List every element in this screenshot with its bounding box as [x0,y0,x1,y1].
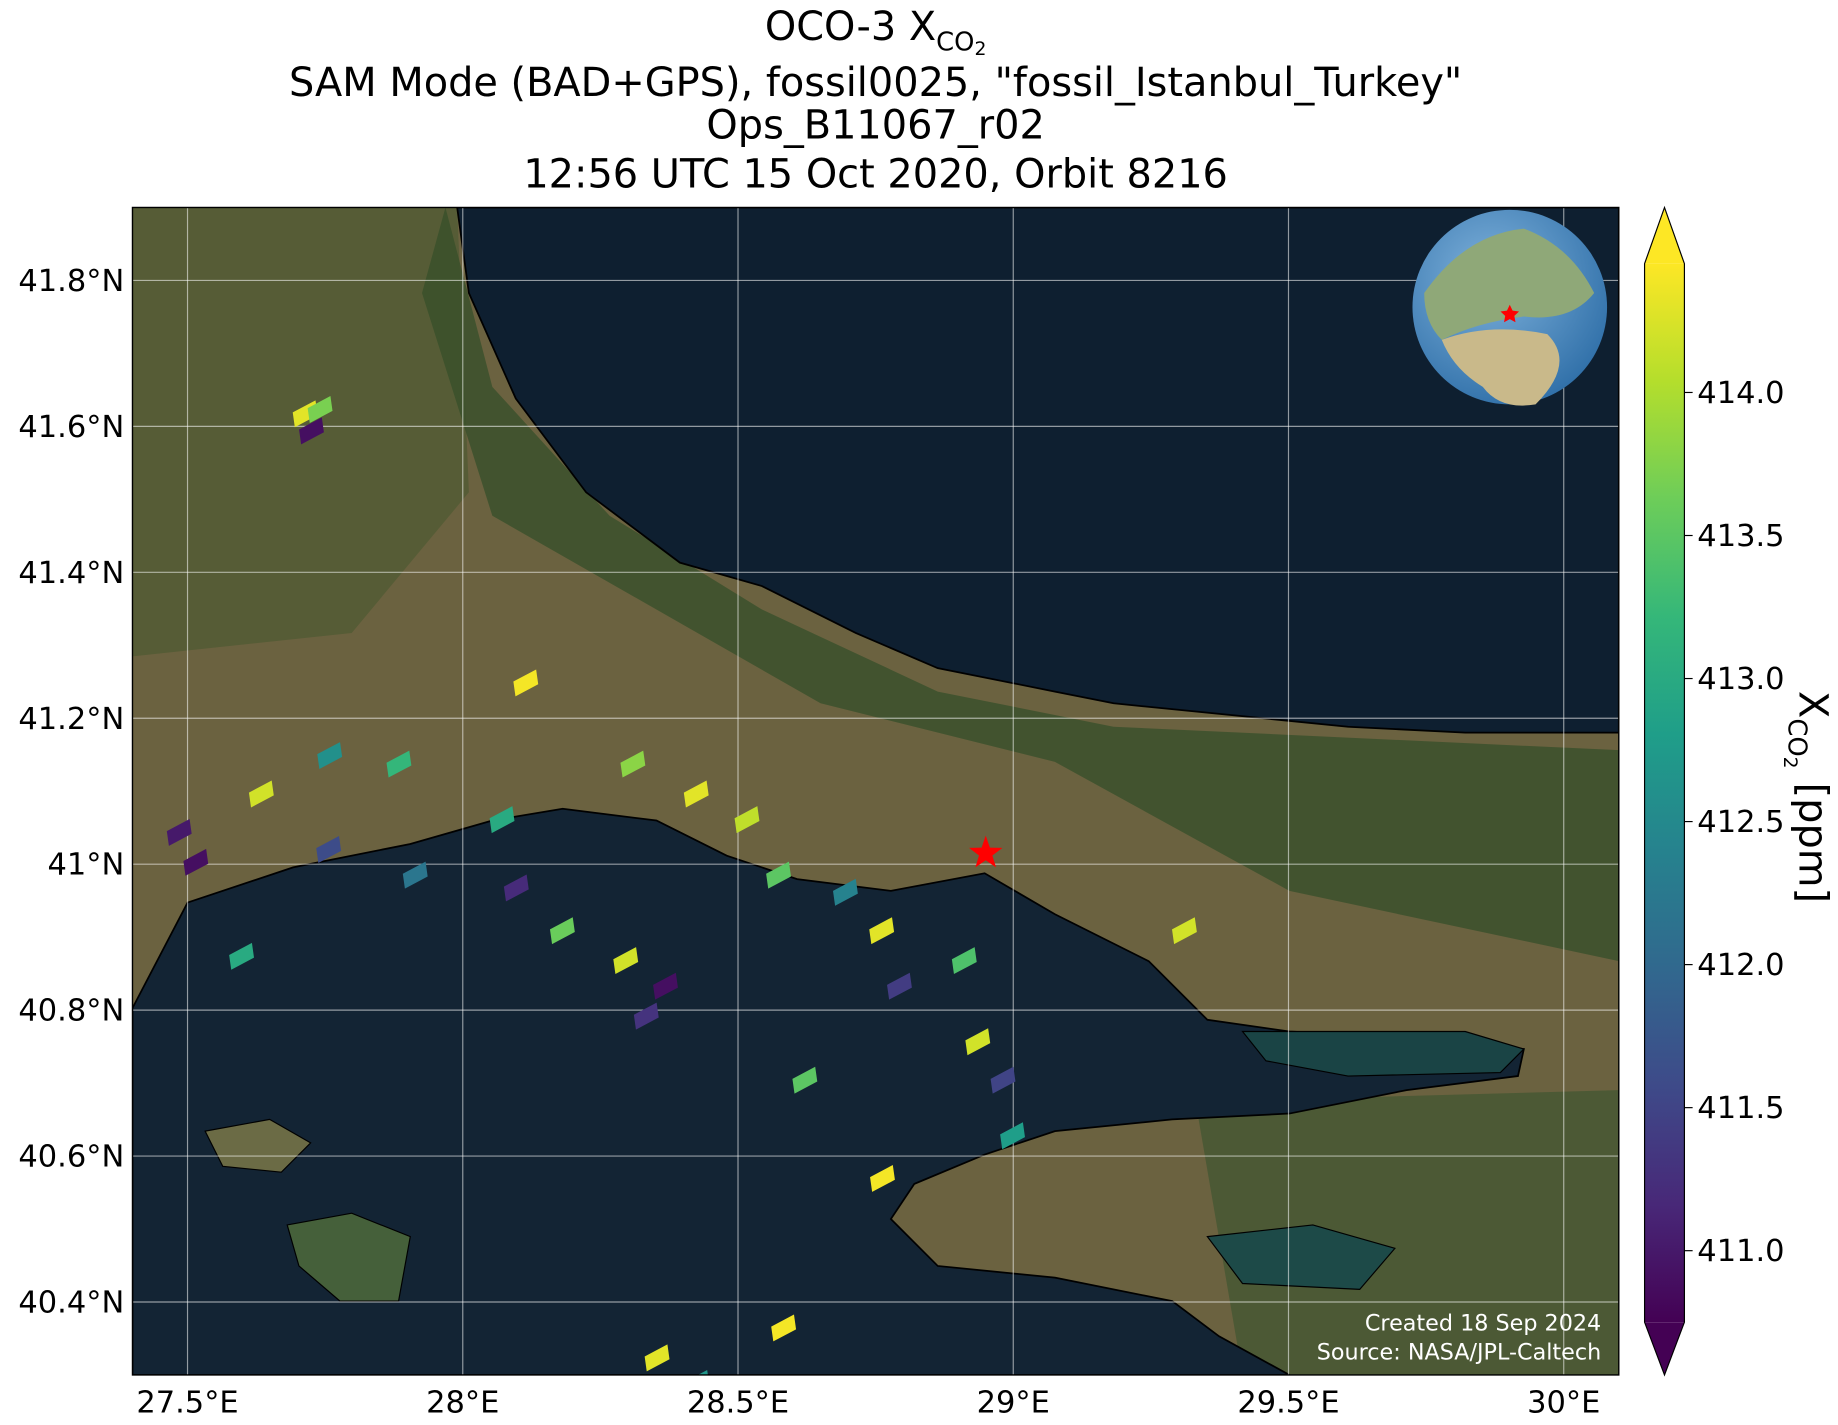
sounding [91,806,116,833]
footnote: Created 18 Sep 2024 [1365,1310,1601,1336]
cb-label-main: X [1789,691,1835,718]
target-star [969,835,1003,868]
sounding [654,1400,679,1425]
cb-label-subsub: 2 [1779,757,1800,769]
sounding [990,1066,1016,1094]
x-tick-label: 30°E [1527,1385,1600,1420]
sounding [734,806,760,834]
sounding [869,917,895,945]
sounding [316,836,342,863]
y-tick-label: 41.4°N [18,556,124,591]
x-tick-label: 28.5°E [687,1385,789,1420]
colorbar-tick-label: 411.5 [1697,1091,1784,1126]
colorbar-extend-top [1644,207,1685,264]
sounding [633,1002,659,1030]
sounding [489,806,515,834]
globe-land [1424,228,1595,340]
colorbar-tick-label: 412.0 [1697,948,1784,983]
gulf [1241,1030,1525,1077]
island [286,1212,411,1302]
sounding [513,669,539,697]
sounding [166,818,192,846]
basemap [132,207,1619,1375]
colorbar-label: XCO2 [ppm] [1779,691,1835,903]
colorbar-tick-label: 413.0 [1697,662,1784,697]
y-tick-label: 40.6°N [18,1140,124,1175]
sounding [229,942,255,970]
globe-inset [1412,209,1608,406]
y-tick-label: 40.8°N [18,994,124,1029]
cb-label-sub: CO [1782,718,1812,756]
sounding [1000,1122,1025,1150]
x-tick-label: 27.5°E [136,1385,238,1420]
subtitle: Ops_B11067_r02 [706,102,1044,148]
y-tick-label: 41.6°N [18,410,124,445]
subtitle: 12:56 UTC 15 Oct 2020, Orbit 8216 [523,152,1228,198]
title-subsub: 2 [974,39,986,60]
colorbar-tick-label: 413.5 [1697,519,1784,554]
sounding [386,750,412,778]
forest [422,207,1619,962]
x-tick-label: 29°E [977,1385,1050,1420]
footnote: Source: NASA/JPL-Caltech [1317,1340,1601,1366]
lake [1206,1224,1396,1290]
colorbar-tick-label: 414.0 [1697,376,1784,411]
sounding [183,848,209,876]
sounding [766,861,791,889]
y-tick-label: 41°N [47,848,124,883]
sounding [771,1314,797,1342]
x-tick-label: 29.5°E [1237,1385,1339,1420]
sounding [549,917,575,945]
colorbar-tick-label: 412.5 [1697,805,1784,840]
sounding [683,780,709,808]
sounding [870,1164,895,1192]
colorbar-outline [1643,205,1686,1377]
globe-land [1441,329,1560,406]
sounding [644,1344,670,1372]
chart-title: OCO-3 XCO2 [765,4,987,60]
colorbar-tick-label: 411.0 [1697,1234,1784,1269]
sounding [299,417,324,445]
sounding [833,878,858,906]
y-tick-label: 41.8°N [18,264,124,299]
sounding [965,1028,991,1056]
sounding [613,947,639,975]
sounding [951,947,977,975]
title-sub: CO [936,27,974,57]
sounding [1172,917,1197,945]
soundings [91,396,1197,1425]
colorbar-extend-bottom [1644,1322,1685,1375]
black-sea [456,207,1619,734]
gridlines [132,207,1619,1375]
globe-target [1500,304,1520,323]
sounding [317,742,343,770]
forest [1195,1090,1619,1375]
island [204,1118,312,1173]
sounding [248,780,274,808]
x-tick-label: 28°E [426,1385,499,1420]
y-tick-label: 40.4°N [18,1286,124,1321]
sounding [620,750,646,778]
cb-label-unit: [ppm] [1789,783,1835,904]
colorbar [1643,205,1693,1377]
sounding [402,861,428,889]
sounding [653,972,678,1000]
subtitle: SAM Mode (BAD+GPS), fossil0025, "fossil_… [289,60,1462,106]
sounding [792,1066,818,1094]
title-main: OCO-3 X [765,4,936,50]
sounding [503,874,529,902]
y-tick-label: 41.2°N [18,702,124,737]
map-frame [131,206,1620,1376]
colorbar-body [1644,263,1685,1323]
sounding [307,396,333,423]
sounding [887,972,912,1000]
